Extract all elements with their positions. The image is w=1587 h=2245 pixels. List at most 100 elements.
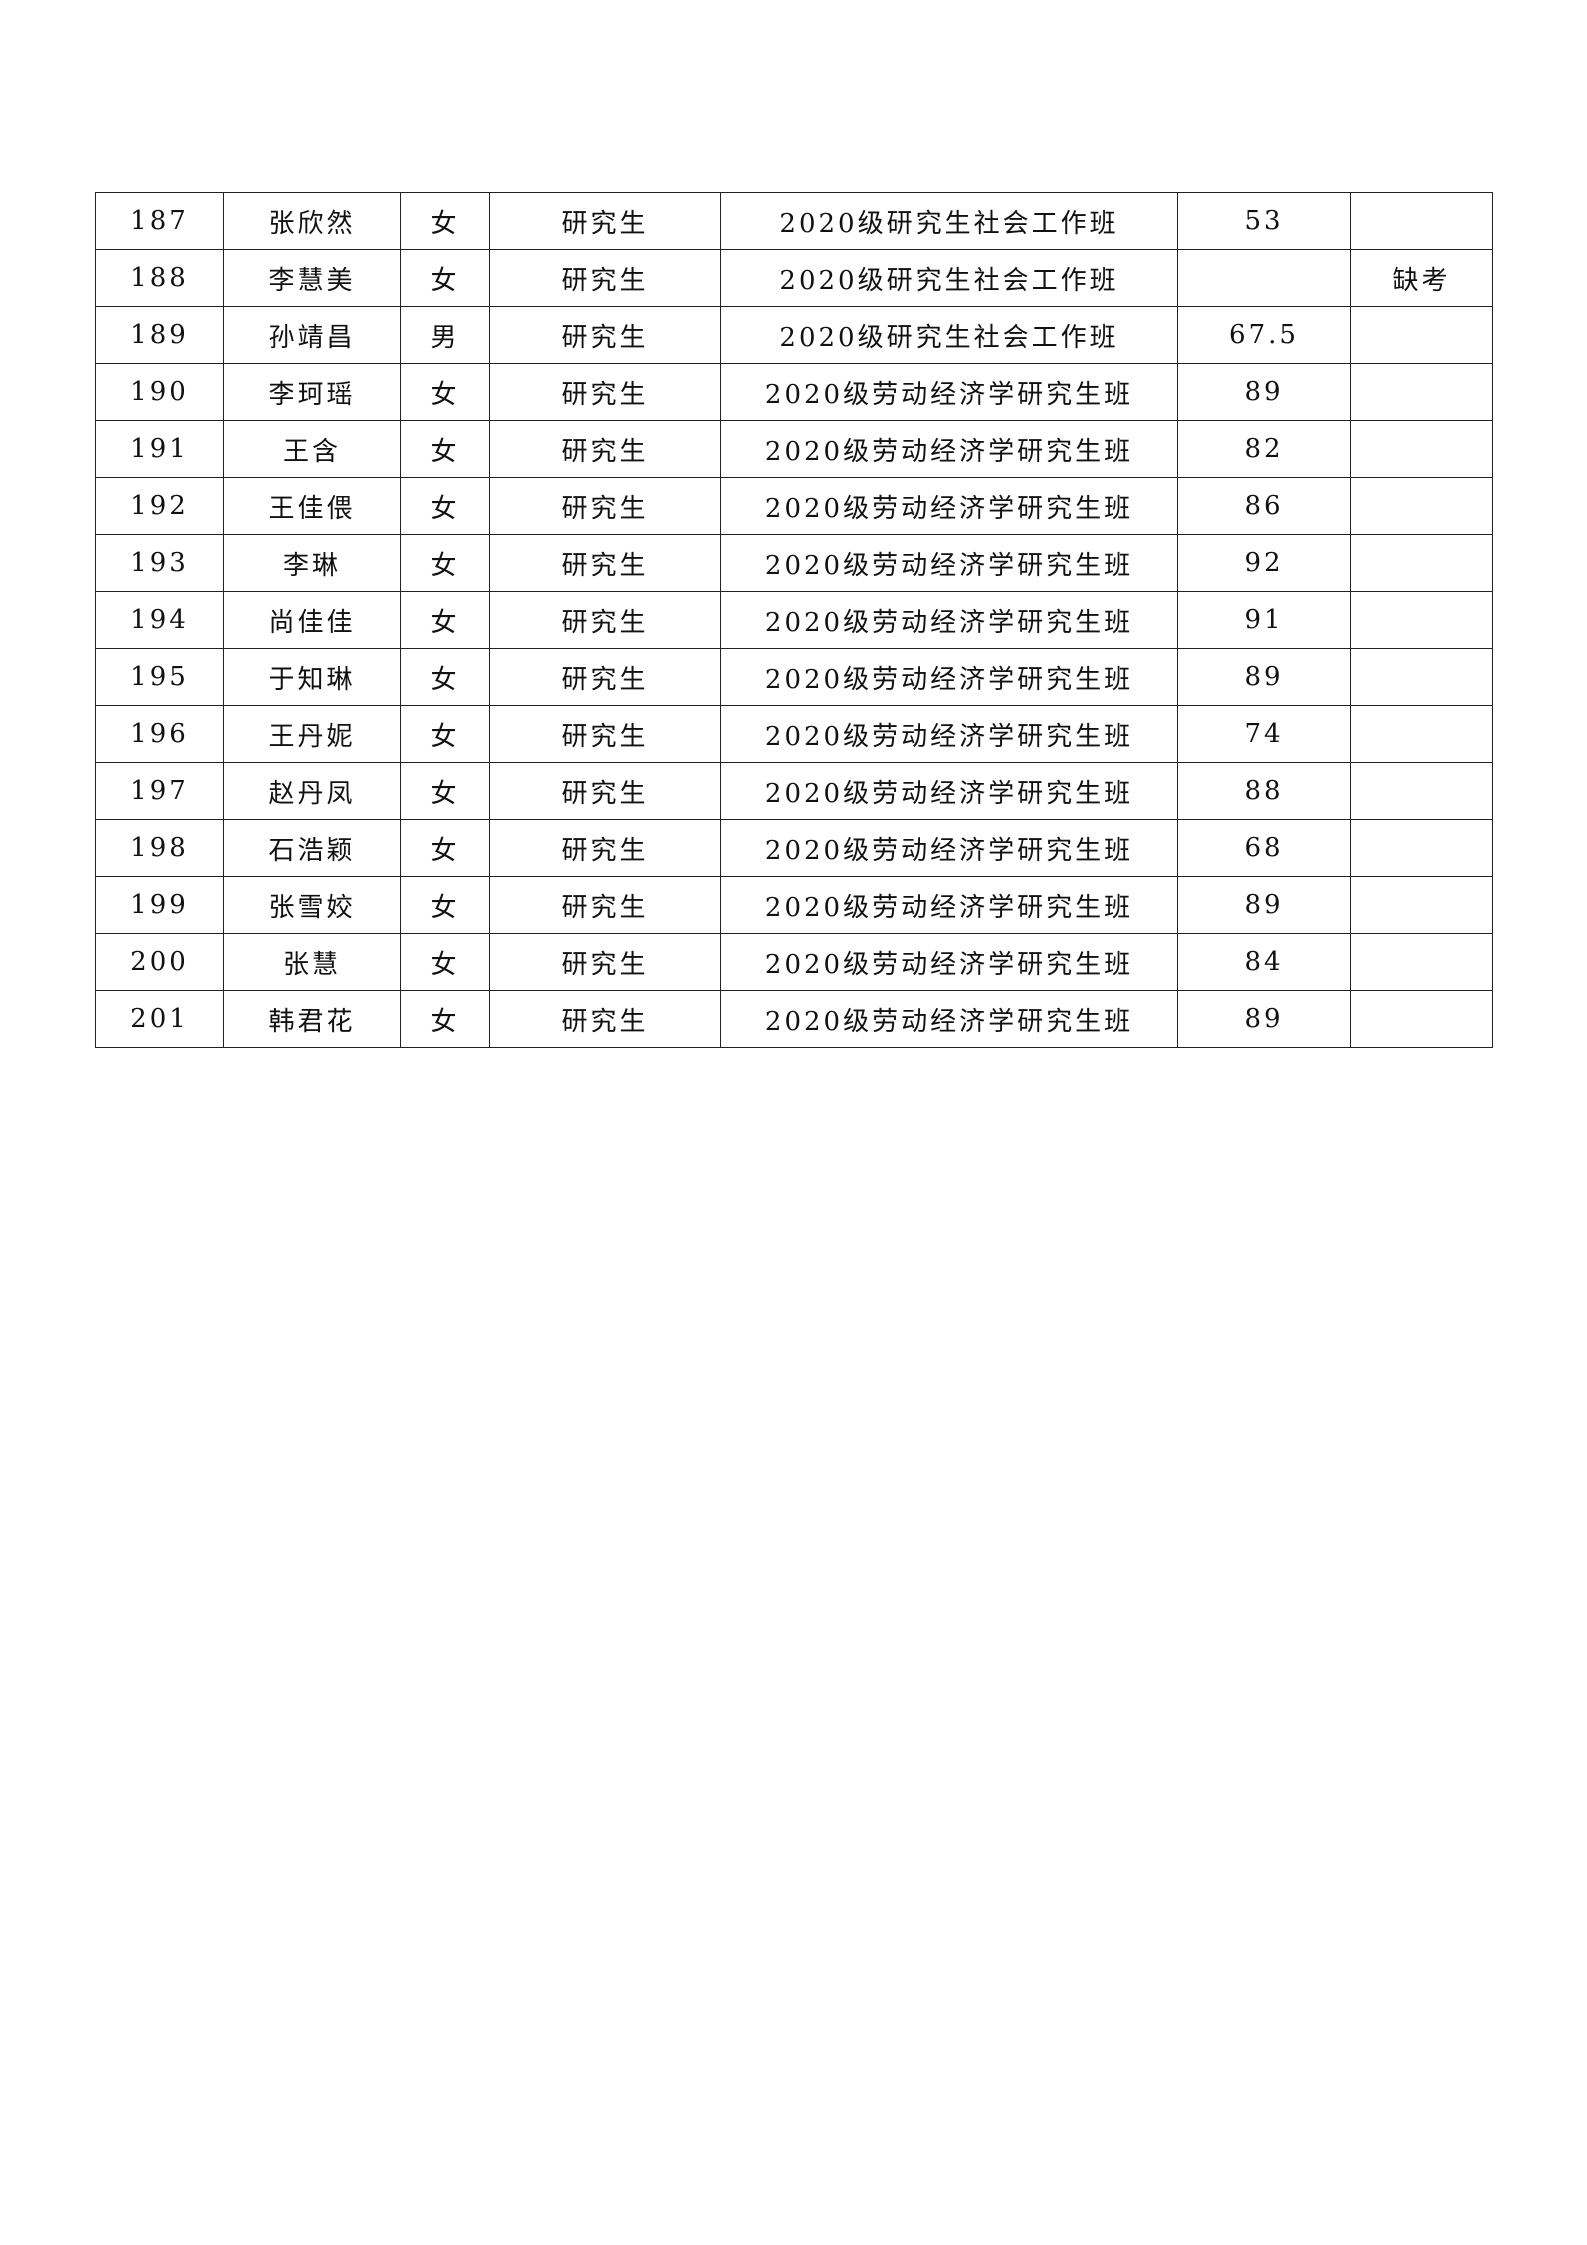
cell-no: 197 (95, 762, 224, 820)
table-row: 200 张慧女研究生 2020级劳动经济学研究生班 84 (95, 933, 1493, 991)
table-row: 198 石浩颖女研究生 2020级劳动经济学研究生班 68 (95, 819, 1493, 877)
cell-class: 2020级劳动经济学研究生班 (720, 762, 1178, 820)
cell-class: 2020级劳动经济学研究生班 (720, 534, 1178, 592)
table-row: 191 王含女研究生 2020级劳动经济学研究生班 82 (95, 420, 1493, 478)
cell-score: 86 (1177, 477, 1351, 535)
cell-level: 研究生 (489, 933, 721, 991)
table-row: 190 李珂瑶女研究生 2020级劳动经济学研究生班 89 (95, 363, 1493, 421)
cell-no: 194 (95, 591, 224, 649)
cell-note (1350, 591, 1493, 649)
cell-gender: 女 (400, 762, 490, 820)
cell-gender: 男 (400, 306, 490, 364)
cell-level: 研究生 (489, 762, 721, 820)
cell-class: 2020级劳动经济学研究生班 (720, 705, 1178, 763)
cell-score: 53 (1177, 192, 1351, 250)
cell-class: 2020级研究生社会工作班 (720, 306, 1178, 364)
cell-note (1350, 534, 1493, 592)
cell-no: 195 (95, 648, 224, 706)
cell-no: 191 (95, 420, 224, 478)
cell-level: 研究生 (489, 990, 721, 1048)
cell-class: 2020级劳动经济学研究生班 (720, 876, 1178, 934)
cell-no: 196 (95, 705, 224, 763)
cell-score: 89 (1177, 876, 1351, 934)
table-row: 201 韩君花女研究生 2020级劳动经济学研究生班 89 (95, 990, 1493, 1048)
cell-level: 研究生 (489, 420, 721, 478)
cell-note (1350, 762, 1493, 820)
cell-note (1350, 819, 1493, 877)
cell-name: 张雪姣 (223, 876, 401, 934)
cell-no: 199 (95, 876, 224, 934)
cell-note (1350, 990, 1493, 1048)
cell-no: 198 (95, 819, 224, 877)
table-row: 188 李慧美女研究生 2020级研究生社会工作班 缺考 (95, 249, 1493, 307)
cell-gender: 女 (400, 249, 490, 307)
cell-name: 尚佳佳 (223, 591, 401, 649)
cell-gender: 女 (400, 192, 490, 250)
cell-name: 韩君花 (223, 990, 401, 1048)
cell-level: 研究生 (489, 591, 721, 649)
cell-class: 2020级劳动经济学研究生班 (720, 933, 1178, 991)
cell-score: 67.5 (1177, 306, 1351, 364)
cell-class: 2020级研究生社会工作班 (720, 192, 1178, 250)
cell-score: 92 (1177, 534, 1351, 592)
cell-level: 研究生 (489, 705, 721, 763)
cell-note (1350, 705, 1493, 763)
cell-level: 研究生 (489, 249, 721, 307)
cell-name: 李慧美 (223, 249, 401, 307)
cell-score: 74 (1177, 705, 1351, 763)
cell-note (1350, 648, 1493, 706)
cell-no: 190 (95, 363, 224, 421)
cell-gender: 女 (400, 534, 490, 592)
cell-name: 赵丹凤 (223, 762, 401, 820)
cell-class: 2020级劳动经济学研究生班 (720, 420, 1178, 478)
cell-gender: 女 (400, 933, 490, 991)
cell-no: 200 (95, 933, 224, 991)
cell-note (1350, 933, 1493, 991)
cell-level: 研究生 (489, 477, 721, 535)
table-row: 195 于知琳女研究生 2020级劳动经济学研究生班 89 (95, 648, 1493, 706)
cell-no: 189 (95, 306, 224, 364)
cell-name: 李琳 (223, 534, 401, 592)
table-row: 194 尚佳佳女研究生 2020级劳动经济学研究生班 91 (95, 591, 1493, 649)
cell-name: 张慧 (223, 933, 401, 991)
cell-no: 192 (95, 477, 224, 535)
table-row: 197 赵丹凤女研究生 2020级劳动经济学研究生班 88 (95, 762, 1493, 820)
cell-name: 孙靖昌 (223, 306, 401, 364)
cell-note (1350, 306, 1493, 364)
cell-level: 研究生 (489, 876, 721, 934)
score-table: 187 张欣然女研究生 2020级研究生社会工作班 53 188 李慧美女研究生 2020级… (95, 192, 1493, 1048)
cell-score: 82 (1177, 420, 1351, 478)
cell-class: 2020级研究生社会工作班 (720, 249, 1178, 307)
cell-name: 王含 (223, 420, 401, 478)
cell-gender: 女 (400, 648, 490, 706)
cell-level: 研究生 (489, 363, 721, 421)
cell-note (1350, 876, 1493, 934)
cell-score: 89 (1177, 990, 1351, 1048)
cell-score: 84 (1177, 933, 1351, 991)
cell-gender: 女 (400, 990, 490, 1048)
cell-note (1350, 363, 1493, 421)
cell-level: 研究生 (489, 306, 721, 364)
cell-score: 89 (1177, 648, 1351, 706)
cell-note (1350, 420, 1493, 478)
cell-class: 2020级劳动经济学研究生班 (720, 990, 1178, 1048)
cell-level: 研究生 (489, 648, 721, 706)
cell-score: 68 (1177, 819, 1351, 877)
cell-note (1350, 477, 1493, 535)
cell-class: 2020级劳动经济学研究生班 (720, 819, 1178, 877)
cell-level: 研究生 (489, 192, 721, 250)
cell-gender: 女 (400, 477, 490, 535)
cell-class: 2020级劳动经济学研究生班 (720, 363, 1178, 421)
cell-name: 李珂瑶 (223, 363, 401, 421)
cell-name: 王佳偎 (223, 477, 401, 535)
cell-level: 研究生 (489, 534, 721, 592)
cell-name: 石浩颖 (223, 819, 401, 877)
cell-gender: 女 (400, 363, 490, 421)
table-row: 196 王丹妮女研究生 2020级劳动经济学研究生班 74 (95, 705, 1493, 763)
cell-no: 187 (95, 192, 224, 250)
table-row: 193 李琳女研究生 2020级劳动经济学研究生班 92 (95, 534, 1493, 592)
cell-name: 张欣然 (223, 192, 401, 250)
cell-name: 王丹妮 (223, 705, 401, 763)
cell-level: 研究生 (489, 819, 721, 877)
table-row: 199 张雪姣女研究生 2020级劳动经济学研究生班 89 (95, 876, 1493, 934)
